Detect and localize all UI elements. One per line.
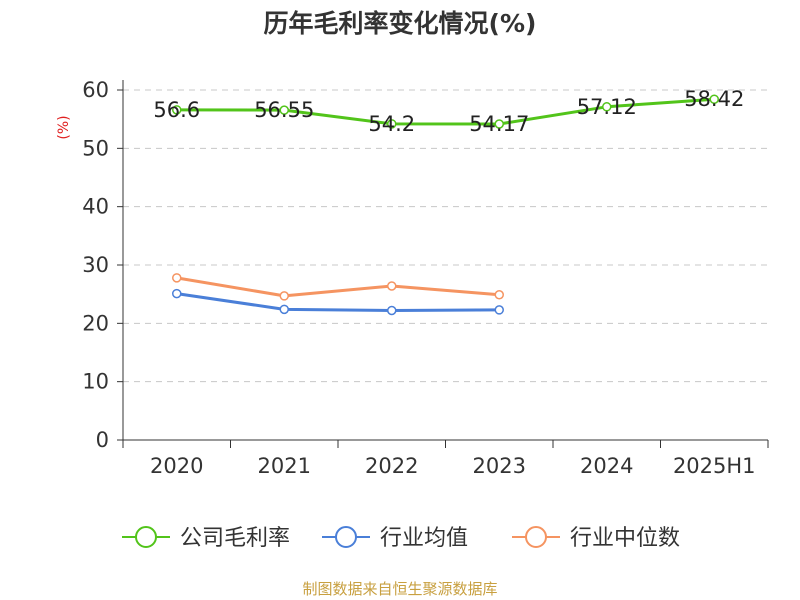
y-tick-label: 0 [96, 428, 109, 452]
data-point [387, 119, 397, 129]
data-label: 56.6 [153, 98, 200, 122]
data-label: 58.42 [684, 87, 744, 111]
y-tick-label: 60 [82, 78, 109, 102]
data-point [279, 304, 289, 315]
legend-marker-circle [335, 526, 357, 548]
legend-label: 行业均值 [380, 526, 468, 551]
y-tick-label: 20 [82, 311, 109, 335]
data-point [172, 273, 182, 283]
y-tick-label: 40 [82, 195, 109, 219]
legend-marker-circle [525, 526, 547, 548]
y-tick-label: 50 [82, 136, 109, 160]
legend-label: 行业中位数 [570, 526, 680, 551]
data-label: 57.12 [577, 95, 637, 119]
series-line [176, 292, 500, 312]
data-point [494, 119, 504, 129]
data-point [172, 105, 182, 115]
data-point [172, 288, 182, 299]
x-tick-label: 2023 [473, 454, 526, 478]
source-note: 制图数据来自恒生聚源数据库 [302, 580, 498, 598]
data-point [387, 281, 397, 291]
series-line [176, 97, 715, 126]
legend-marker-circle [135, 526, 157, 548]
data-label: 54.17 [469, 112, 529, 136]
y-axis-label: (%) [56, 115, 72, 139]
y-tick-label: 10 [82, 370, 109, 394]
chart-title: 历年毛利率变化情况(%) [263, 9, 537, 38]
series-line [176, 276, 500, 298]
legend-label: 公司毛利率 [180, 526, 290, 551]
data-point [387, 305, 397, 316]
data-point [494, 290, 504, 300]
x-tick-label: 2025H1 [673, 454, 756, 478]
data-point [602, 102, 612, 112]
x-tick-label: 2021 [258, 454, 311, 478]
data-label: 56.55 [254, 98, 314, 122]
data-label: 54.2 [368, 112, 415, 136]
data-point [279, 105, 289, 115]
x-tick-label: 2024 [580, 454, 633, 478]
data-point [494, 305, 504, 315]
data-point [709, 94, 719, 104]
data-point [279, 291, 289, 301]
y-tick-label: 30 [82, 253, 109, 277]
x-tick-label: 2022 [365, 454, 418, 478]
x-tick-label: 2020 [150, 454, 203, 478]
